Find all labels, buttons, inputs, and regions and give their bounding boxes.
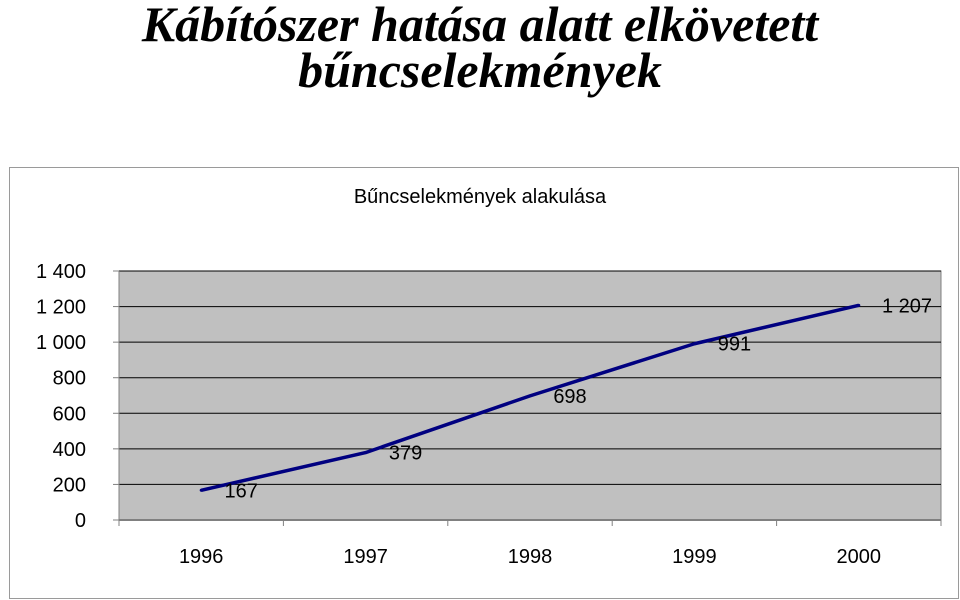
y-tick-label: 1 200	[36, 297, 86, 319]
series	[199, 303, 861, 493]
gridlines	[119, 270, 941, 485]
data-point-1999	[692, 342, 696, 346]
slide-title-line-2: bűncselekmények	[298, 42, 662, 98]
x-tick-label-2000: 2000	[837, 546, 882, 568]
data-point-1998	[528, 394, 532, 398]
y-tick-label: 1 400	[36, 261, 86, 283]
data-label-1999: 991	[718, 334, 751, 356]
x-tick-label-1997: 1997	[343, 546, 388, 568]
y-tick-label: 600	[53, 403, 86, 425]
y-tick-label: 200	[53, 474, 86, 496]
data-label-1996: 167	[225, 480, 258, 502]
x-tick-label-1996: 1996	[179, 546, 224, 568]
data-label-1998: 698	[553, 386, 586, 408]
data-point-1997	[364, 451, 368, 455]
slide-title: Kábítószer hatása alatt elkövetett bűncs…	[0, 0, 960, 98]
data-label-2000: 1 207	[882, 295, 932, 317]
axes	[113, 270, 942, 526]
chart-title: Bűncselekmények alakulása	[354, 186, 607, 208]
data-point-1996	[199, 488, 203, 492]
data-label-1997: 379	[389, 443, 422, 465]
y-tick-label: 400	[53, 439, 86, 461]
y-tick-label: 0	[75, 510, 86, 532]
y-tick-label: 800	[53, 368, 86, 390]
data-point-2000	[857, 303, 861, 307]
labels: 0 200 400 600 800 1 000 1 200 1 400 1996 1997 1998…	[36, 261, 932, 568]
y-tick-label: 1 000	[36, 332, 86, 354]
slide-title-line-1: Kábítószer hatása alatt elkövetett	[141, 0, 819, 52]
x-tick-label-1998: 1998	[508, 546, 553, 568]
x-tick-label-1999: 1999	[672, 546, 717, 568]
